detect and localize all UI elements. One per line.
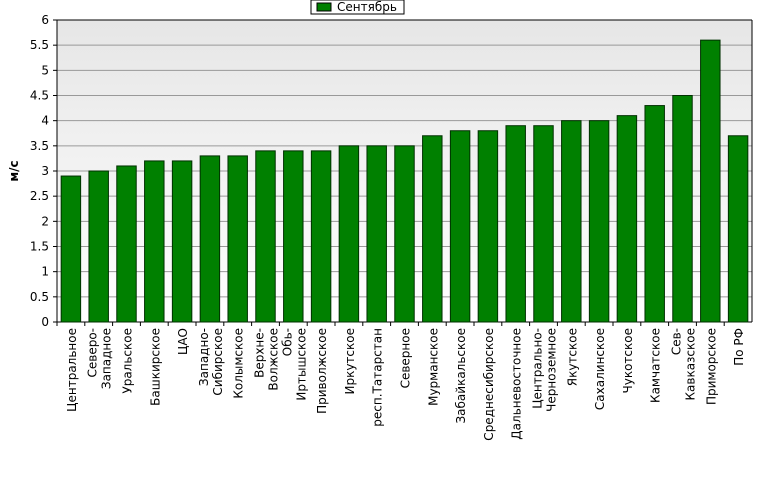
bar: [477, 130, 499, 323]
legend-box: [310, 0, 405, 15]
bar: [283, 150, 304, 323]
x-tick-label: Мурманское: [426, 328, 440, 406]
bar: [672, 95, 693, 323]
bar: [88, 170, 109, 323]
y-tick-label: 2: [41, 214, 49, 228]
x-tick-label: Центрально-Черноземное: [531, 328, 559, 412]
y-tick-label: 4.5: [30, 89, 49, 103]
x-tick-label: Дальневосточное: [510, 328, 524, 440]
bar: [338, 145, 360, 323]
x-tick-label: Якутское: [565, 328, 579, 386]
x-tick-label: респ.Татарстан: [371, 328, 385, 427]
y-tick-label: 0.5: [30, 290, 49, 304]
y-tick-label: 0: [41, 315, 49, 329]
bar: [449, 130, 471, 323]
x-tick-label: ЦАО: [176, 328, 190, 355]
y-tick-label: 1.5: [30, 240, 49, 254]
x-tick-label: Камчатское: [649, 328, 663, 403]
bar: [588, 120, 610, 323]
bar: [394, 145, 415, 323]
y-tick-label: 4: [41, 114, 49, 128]
x-tick-label: Верхне-Волжское: [253, 328, 281, 391]
x-tick-label: Северное: [399, 328, 413, 388]
bar: [644, 105, 665, 323]
bar: [227, 155, 248, 323]
x-tick-label: Обь-Иртышское: [280, 328, 308, 401]
x-tick-label: Забайкальское: [454, 328, 468, 424]
y-tick-label: 6: [41, 13, 49, 27]
y-tick-label: 5.5: [30, 38, 49, 52]
x-tick-label: Центральное: [65, 328, 79, 412]
x-tick-label: Чукотское: [621, 328, 635, 393]
x-tick-label: Сахалинское: [593, 328, 607, 410]
legend-label: Сентябрь: [337, 0, 397, 14]
bar: [561, 120, 582, 323]
bar: [144, 160, 165, 323]
bar: [171, 160, 193, 323]
bar: [116, 165, 137, 323]
bar: [700, 39, 721, 323]
bar: [366, 145, 387, 323]
x-tick-label: Приморское: [704, 328, 718, 405]
bar: [616, 115, 638, 323]
y-tick-label: 3.5: [30, 139, 49, 153]
bar: [505, 125, 526, 323]
x-tick-label: По РФ: [732, 328, 746, 366]
y-axis-label: м/с: [7, 160, 21, 181]
y-tick-label: 1: [41, 265, 49, 279]
bar: [60, 175, 82, 323]
bar: [533, 125, 554, 323]
legend: Сентябрь: [310, 0, 405, 15]
bar: [422, 135, 443, 323]
legend-swatch: [316, 2, 332, 12]
y-tick-label: 2.5: [30, 189, 49, 203]
x-tick-label: Колымское: [232, 328, 246, 399]
x-tick-label: Сев-Кавказское: [670, 328, 698, 401]
y-tick-label: 3: [41, 164, 49, 178]
x-tick-label: Уральское: [121, 328, 135, 394]
x-tick-label: Среднесибирское: [482, 328, 496, 441]
bar: [199, 155, 221, 323]
x-tick-label: Западно-Сибирское: [197, 328, 225, 396]
bar: [255, 150, 276, 323]
bar: [310, 150, 332, 323]
x-tick-label: Северо-Западное: [86, 328, 114, 389]
y-tick-label: 5: [41, 63, 49, 77]
x-tick-label: Приволжское: [315, 328, 329, 414]
x-tick-label: Иркутское: [343, 328, 357, 395]
bar: [727, 135, 749, 323]
x-tick-label: Башкирское: [148, 328, 162, 406]
